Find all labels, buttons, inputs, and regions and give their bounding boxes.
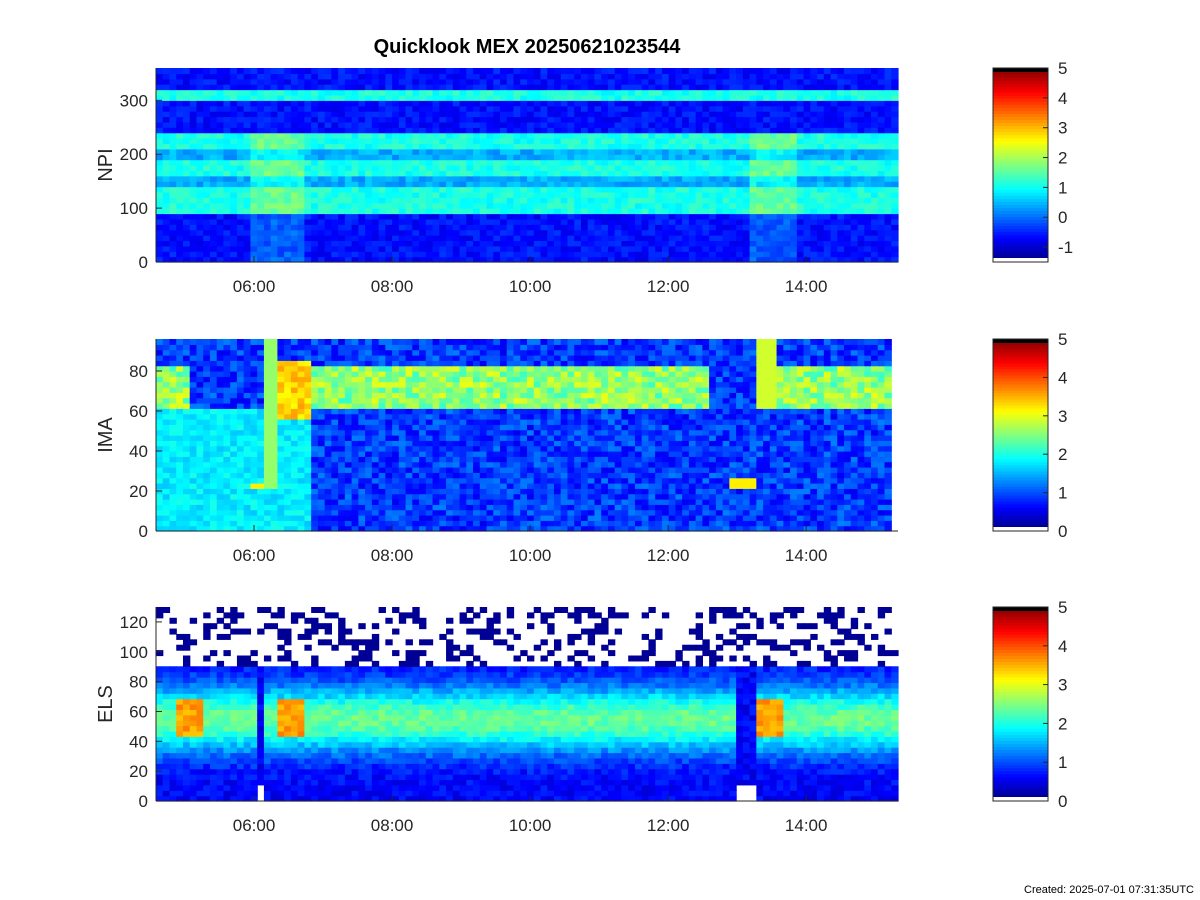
colorbar-tick-label: 2 — [1058, 445, 1067, 464]
colorbar-tick-label: 0 — [1058, 208, 1067, 227]
y-tick-label: 0 — [139, 792, 148, 811]
y-tick-label: 120 — [120, 613, 148, 632]
colorbar-tick-label: 2 — [1058, 149, 1067, 168]
colorbar-ima: 0 1 2 3 4 5 — [992, 330, 1067, 541]
y-axis-label: IMA — [95, 417, 117, 453]
colorbar-npi: -1 0 1 2 3 4 5 — [992, 59, 1073, 263]
x-tick-label: 08:00 — [371, 277, 414, 296]
y-axis-label: NPI — [95, 148, 117, 181]
x-tick-label: 10:00 — [509, 277, 552, 296]
x-tick-label: 14:00 — [785, 277, 828, 296]
y-tick-label: 80 — [129, 673, 148, 692]
heatmap-npi — [156, 68, 899, 263]
colorbar-els: 0 1 2 3 4 5 — [992, 598, 1067, 811]
x-tick-label: 12:00 — [647, 546, 690, 565]
colorbar-tick-label: 4 — [1058, 89, 1067, 108]
y-tick-label: 100 — [120, 199, 148, 218]
heatmap-ima — [156, 339, 892, 532]
y-tick-label: 0 — [139, 253, 148, 272]
heatmap-els — [156, 607, 899, 802]
created-timestamp: Created: 2025-07-01 07:31:35UTC — [1024, 884, 1194, 896]
y-tick-label: 40 — [129, 442, 148, 461]
colorbar-tick-label: 1 — [1058, 178, 1067, 197]
y-tick-label: 80 — [129, 362, 148, 381]
colorbar-tick-label: 0 — [1058, 792, 1067, 811]
x-tick-label: 14:00 — [785, 546, 828, 565]
x-tick-label: 10:00 — [509, 546, 552, 565]
y-tick-label: 300 — [120, 91, 148, 110]
colorbar-tick-label: 1 — [1058, 484, 1067, 503]
figure-title: Quicklook MEX 20250621023544 — [373, 36, 681, 58]
y-tick-label: 200 — [120, 145, 148, 164]
y-tick-label: 0 — [139, 522, 148, 541]
y-tick-label: 60 — [129, 402, 148, 421]
x-tick-label: 06:00 — [233, 277, 276, 296]
colorbar-tick-label: 3 — [1058, 676, 1067, 695]
colorbar-tick-label: 4 — [1058, 368, 1067, 387]
y-tick-label: 40 — [129, 732, 148, 751]
x-tick-label: 08:00 — [371, 546, 414, 565]
colorbar-tick-label: 5 — [1058, 598, 1067, 617]
x-tick-label: 10:00 — [509, 816, 552, 835]
colorbar-tick-label: 3 — [1058, 407, 1067, 426]
x-tick-label: 06:00 — [233, 546, 276, 565]
y-tick-label: 60 — [129, 702, 148, 721]
y-axis-label: ELS — [95, 685, 117, 723]
colorbar-tick-label: 3 — [1058, 119, 1067, 138]
colorbar-tick-label: 0 — [1058, 522, 1067, 541]
colorbar-tick-label: 4 — [1058, 637, 1067, 656]
panel-ima: 0 20 40 60 80 06:00 08:00 10:00 12:00 14:00 IMA 0 1 2… — [95, 330, 1067, 565]
x-tick-label: 08:00 — [371, 816, 414, 835]
colorbar-tick-label: 2 — [1058, 714, 1067, 733]
y-tick-label: 100 — [120, 643, 148, 662]
panel-npi: 0 100 200 300 06:00 08:00 10:00 12:00 14:00 NPI -1… — [95, 59, 1073, 296]
x-tick-label: 12:00 — [647, 816, 690, 835]
y-tick-label: 20 — [129, 762, 148, 781]
x-tick-label: 14:00 — [785, 816, 828, 835]
colorbar-tick-label: -1 — [1058, 238, 1073, 257]
y-tick-label: 20 — [129, 482, 148, 501]
x-tick-label: 12:00 — [647, 277, 690, 296]
colorbar-tick-label: 5 — [1058, 59, 1067, 78]
colorbar-tick-label: 5 — [1058, 330, 1067, 349]
x-tick-label: 06:00 — [233, 816, 276, 835]
colorbar-tick-label: 1 — [1058, 753, 1067, 772]
